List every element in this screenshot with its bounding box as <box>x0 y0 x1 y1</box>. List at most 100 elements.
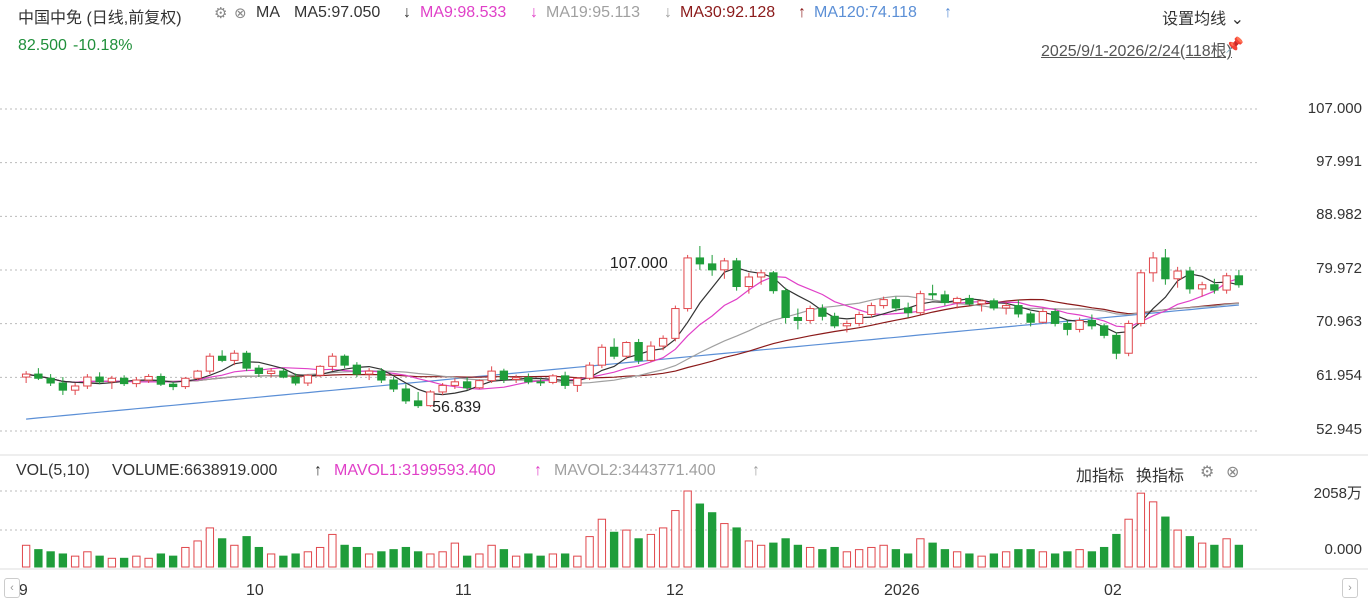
gear-icon[interactable]: ⚙ <box>214 5 228 22</box>
volume-bar <box>1001 551 1011 568</box>
candle-body <box>1112 334 1121 354</box>
volume-bar <box>683 490 692 568</box>
volume-bar <box>658 527 668 568</box>
volume-bar <box>303 551 313 568</box>
volume-bar <box>781 538 790 568</box>
volume-bar <box>756 544 766 568</box>
y-tick-label: 107.000 <box>1307 100 1362 117</box>
volume-bar <box>977 555 986 568</box>
candle-body <box>536 381 545 384</box>
gear-icon[interactable]: ⚙ <box>1200 464 1215 481</box>
volume-bar <box>707 512 717 568</box>
volume-bar <box>46 551 55 568</box>
candle-body <box>254 367 264 374</box>
candle-body <box>867 305 876 316</box>
candle-body <box>1099 325 1109 336</box>
candle-body <box>658 337 668 347</box>
volume-bar <box>1124 518 1133 568</box>
ma30-value: MA30:92.128 <box>680 4 776 21</box>
volume-bar <box>769 542 778 568</box>
ma5-line <box>25 267 1240 396</box>
candle-body <box>977 300 986 305</box>
scroll-right-arrow[interactable]: › <box>1342 578 1358 598</box>
volume-bar <box>352 546 362 568</box>
volume-bar <box>634 538 643 568</box>
volume-bar <box>426 553 435 568</box>
candle-body <box>573 377 582 386</box>
volume-bar <box>1014 549 1023 568</box>
chevron-down-icon: ⌄ <box>1230 11 1244 28</box>
arrow-down-icon: ↓ <box>403 4 411 21</box>
volume-bar <box>1050 553 1060 568</box>
candle-body <box>928 293 937 296</box>
arrow-up-icon: ↑ <box>944 4 952 21</box>
candle-body <box>879 299 888 307</box>
volume-bar <box>622 529 631 568</box>
volume-bar <box>548 553 558 568</box>
candle-body <box>1173 270 1182 280</box>
volume-bar <box>1099 546 1109 568</box>
candle-body <box>279 370 288 378</box>
vol-tick-label: 0.000 <box>1324 541 1362 558</box>
candle-body <box>560 375 570 386</box>
volume-bar <box>438 551 447 568</box>
candle-body <box>707 263 717 271</box>
candle-body <box>144 375 153 381</box>
candle-body <box>377 370 386 381</box>
arrow-down-icon: ↓ <box>530 4 538 21</box>
scroll-left-arrow[interactable]: ‹ <box>4 578 20 598</box>
candle-body <box>21 373 31 378</box>
pin-icon[interactable]: 📌 <box>1225 37 1244 54</box>
candle-body <box>230 352 239 361</box>
add-indicator-button[interactable]: 加指标 <box>1076 468 1125 485</box>
x-tick-label: 11 <box>455 582 472 599</box>
candle-body <box>585 364 594 379</box>
candle-body <box>107 377 117 383</box>
volume-bar <box>830 546 839 568</box>
volume-bar <box>1075 549 1084 568</box>
volume-bar <box>585 536 594 568</box>
volume-bar <box>646 533 656 568</box>
volume-bar <box>340 544 349 568</box>
arrow-up-icon: ↑ <box>798 4 806 21</box>
close-icon[interactable]: ⊗ <box>234 5 247 22</box>
close-icon[interactable]: ⊗ <box>1226 464 1240 481</box>
candle-body <box>744 276 754 288</box>
ma120-value: MA120:74.118 <box>814 4 917 21</box>
candle-body <box>511 377 521 380</box>
ma5-value: MA5:97.050 <box>294 4 381 21</box>
settings-dropdown[interactable]: 设置均线 ⌄ <box>1162 5 1244 29</box>
volume-bar <box>965 553 974 568</box>
volume-bar <box>34 549 43 568</box>
candle-body <box>205 355 215 372</box>
candle-body <box>597 346 607 366</box>
volume-bar <box>867 546 876 568</box>
switch-indicator-button[interactable]: 换指标 <box>1136 468 1185 485</box>
candle-body <box>438 384 447 393</box>
y-tick-label: 97.991 <box>1316 153 1362 170</box>
volume-bar <box>1161 516 1170 568</box>
ma19-line <box>25 295 1239 384</box>
candle-body <box>805 308 815 321</box>
volume-bar <box>1026 549 1035 568</box>
candle-body <box>732 260 741 288</box>
arrow-up-icon: ↑ <box>752 462 760 479</box>
volume-bar <box>205 527 215 568</box>
candle-body <box>58 382 68 391</box>
volume-bar <box>1222 538 1231 568</box>
candle-body <box>634 342 643 361</box>
ma19-value: MA19:95.113 <box>546 4 640 21</box>
ma9-value: MA9:98.533 <box>420 4 507 21</box>
volume-bar <box>217 538 227 568</box>
volume-bar <box>1197 542 1207 568</box>
volume-bar <box>928 542 937 568</box>
y-tick-label: 88.982 <box>1316 206 1362 223</box>
volume-bar <box>181 546 190 568</box>
candle-body <box>720 260 729 271</box>
y-tick-label: 79.972 <box>1316 260 1362 277</box>
candle-body <box>671 308 680 339</box>
date-range-label[interactable]: 2025/9/1-2026/2/24(118根) <box>1041 43 1232 60</box>
volume-bar <box>1173 529 1182 568</box>
stock-name: 中国中免 (日线,前复权) <box>18 10 182 27</box>
candle-body <box>781 290 790 318</box>
